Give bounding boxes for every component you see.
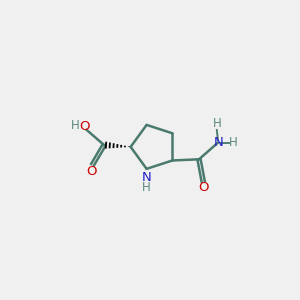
Text: O: O [198, 181, 209, 194]
Text: H: H [212, 117, 221, 130]
Text: H: H [142, 181, 151, 194]
Text: H: H [71, 119, 80, 132]
Text: O: O [79, 120, 90, 133]
Text: O: O [86, 165, 97, 178]
Text: N: N [142, 171, 152, 184]
Text: N: N [214, 136, 223, 149]
Text: H: H [229, 136, 238, 149]
